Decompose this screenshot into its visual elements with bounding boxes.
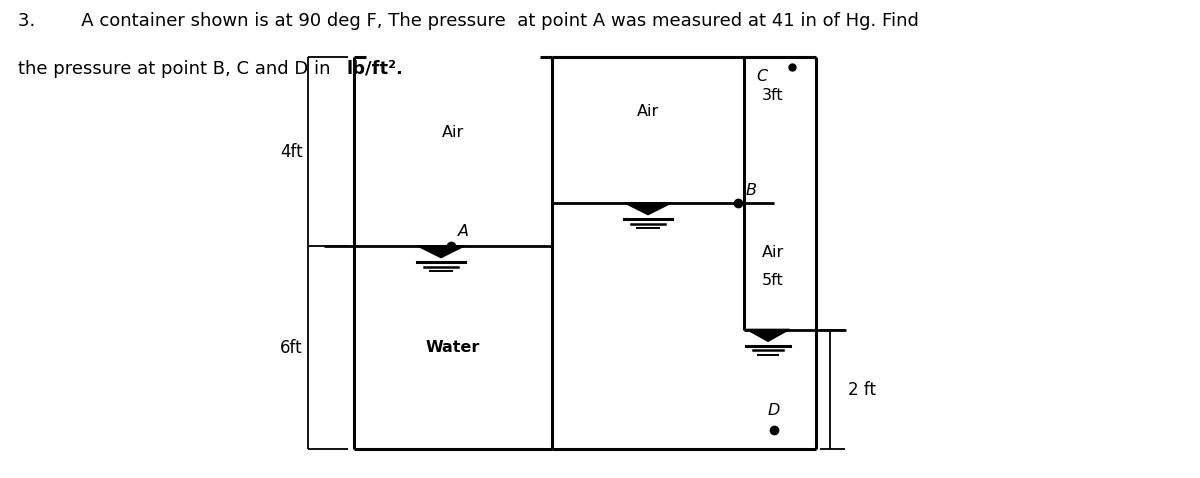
Text: the pressure at point B, C and D in: the pressure at point B, C and D in bbox=[18, 60, 336, 78]
Text: 4ft: 4ft bbox=[280, 143, 302, 161]
Text: D: D bbox=[768, 403, 780, 418]
Text: lb/ft².: lb/ft². bbox=[347, 60, 403, 78]
Polygon shape bbox=[746, 329, 790, 341]
Text: 6ft: 6ft bbox=[280, 339, 302, 357]
Polygon shape bbox=[418, 246, 466, 258]
Text: 3ft: 3ft bbox=[762, 88, 784, 103]
Text: 5ft: 5ft bbox=[762, 273, 784, 288]
Text: Water: Water bbox=[426, 340, 480, 355]
Text: 2 ft: 2 ft bbox=[848, 380, 876, 399]
Text: 3.        A container shown is at 90 deg F, The pressure  at point A was measure: 3. A container shown is at 90 deg F, The… bbox=[18, 12, 919, 30]
Text: Air: Air bbox=[637, 104, 659, 119]
Text: Air: Air bbox=[442, 125, 464, 140]
Text: C: C bbox=[756, 69, 767, 84]
Text: A: A bbox=[458, 224, 469, 239]
Text: Air: Air bbox=[762, 245, 785, 260]
Text: B: B bbox=[745, 184, 756, 198]
Polygon shape bbox=[624, 203, 672, 215]
